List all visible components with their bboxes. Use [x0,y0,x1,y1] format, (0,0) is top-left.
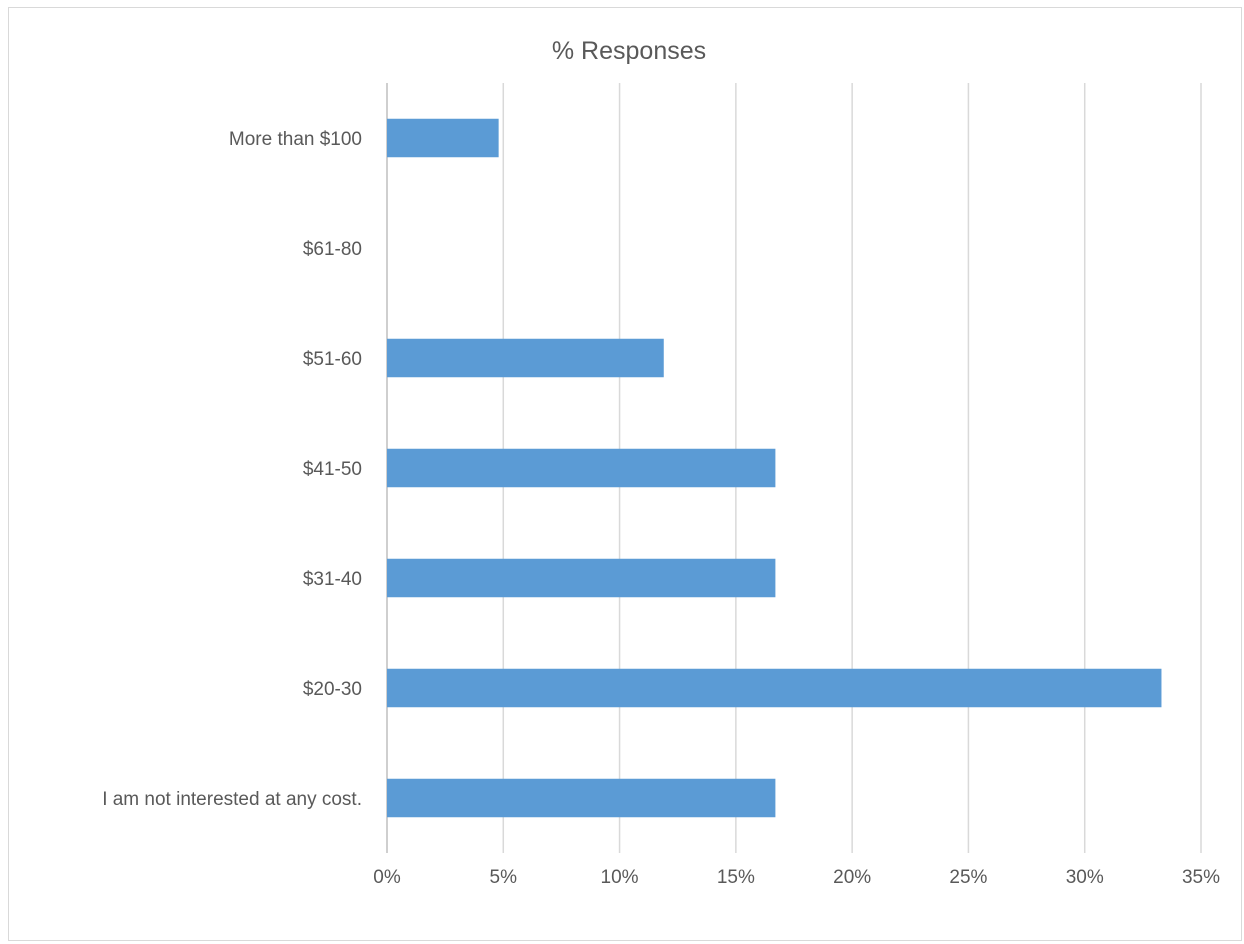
y-category-label-4: $51-60 [303,349,362,370]
bar-chart: % Responses 0% 5% 10% 15% 20% 25% 30% 35% I am … [102,37,1220,888]
bar-1 [387,668,1162,708]
y-category-label-1: $20-30 [303,679,362,700]
x-tick-label-10: 10% [601,867,639,888]
x-axis-tick-labels: 0% 5% 10% 15% 20% 25% 30% 35% [373,867,1220,888]
y-category-label-6: More than $100 [229,129,362,150]
y-category-label-0: I am not interested at any cost. [102,789,362,810]
y-category-label-5: $61-80 [303,239,362,260]
x-tick-label-5: 5% [490,867,518,888]
y-axis-category-labels: I am not interested at any cost. $20-30 $3… [102,129,362,810]
bar-3 [387,448,776,488]
bars [387,118,1162,818]
x-tick-label-30: 30% [1066,867,1104,888]
x-tick-label-20: 20% [833,867,871,888]
chart-container: % Responses 0% 5% 10% 15% 20% 25% 30% 35% I am … [8,7,1242,941]
bar-0 [387,778,776,818]
y-category-label-3: $41-50 [303,459,362,480]
bar-6 [387,118,499,158]
chart-title: % Responses [552,37,706,65]
x-tick-label-25: 25% [949,867,987,888]
x-tick-label-35: 35% [1182,867,1220,888]
x-tick-label-15: 15% [717,867,755,888]
bar-4 [387,338,664,378]
y-category-label-2: $31-40 [303,569,362,590]
x-tick-label-0: 0% [373,867,401,888]
bar-2 [387,558,776,598]
